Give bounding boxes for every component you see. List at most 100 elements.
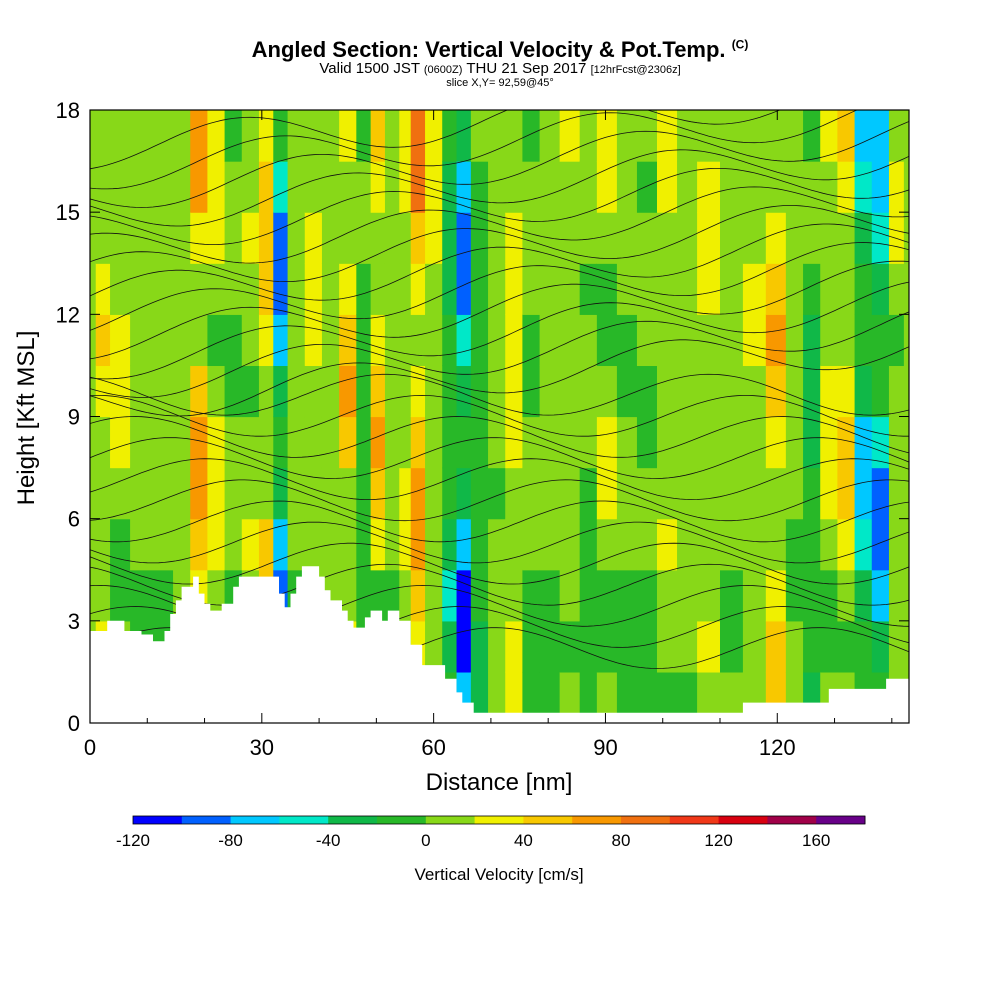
velocity-cell [110,467,131,520]
velocity-cell [539,263,561,315]
velocity-cell [697,518,721,571]
velocity-cell [258,212,274,264]
velocity-cell [384,416,400,469]
colorbar-swatch [328,816,378,824]
velocity-cell [765,365,787,418]
velocity-cell [765,263,787,315]
colorbar-swatch [279,816,329,824]
velocity-cell [616,569,638,622]
velocity-cell [820,569,839,622]
velocity-cell [370,263,386,315]
velocity-cell [616,161,638,213]
velocity-cell [425,314,443,367]
velocity-cell [442,365,458,418]
velocity-cell [616,416,638,469]
velocity-cell [410,263,426,315]
velocity-cell [370,110,386,162]
velocity-cell [579,161,598,213]
velocity-cell [425,416,443,469]
velocity-cell [657,518,678,571]
velocity-cell [579,263,598,315]
colorbar-swatch [523,816,573,824]
velocity-cell [190,110,209,162]
velocity-cell [742,110,767,162]
velocity-cell [579,314,598,367]
velocity-cell [95,518,111,571]
velocity-cell [153,416,174,469]
velocity-cell [173,518,191,571]
velocity-cell [697,416,721,469]
velocity-cell [616,620,638,673]
colorbar-tick-label: 40 [514,831,533,850]
velocity-cell [321,212,340,264]
velocity-cell [425,365,443,418]
colorbar-tick-label: 120 [704,831,732,850]
theta-contour-line [90,311,909,398]
theta-contour-line [90,521,909,564]
velocity-cell [95,212,111,264]
velocity-cell [803,110,821,162]
velocity-cell [871,620,890,673]
velocity-cell [820,110,839,162]
velocity-cell [785,365,804,418]
velocity-cell [765,467,787,520]
velocity-cell [559,671,581,723]
velocity-cell [456,569,472,622]
velocity-cell [356,467,372,520]
velocity-cell [110,263,131,315]
velocity-cell [399,365,412,418]
velocity-cell [636,161,658,213]
velocity-cell [636,314,658,367]
velocity-cell [636,467,658,520]
theta-contour-line [90,479,909,522]
velocity-cell [765,314,787,367]
velocity-cell [742,365,767,418]
chart-subtitle: Valid 1500 JST (0600Z) THU 21 Sep 2017 [… [0,60,1000,77]
velocity-cell [173,416,191,469]
velocity-cell [470,212,489,264]
velocity-cell [697,467,721,520]
velocity-cell [321,110,340,162]
velocity-cell [173,263,191,315]
velocity-cell [854,161,873,213]
velocity-cell [720,518,744,571]
velocity-cell [410,518,426,571]
velocity-cell [677,110,698,162]
velocity-cell [356,212,372,264]
velocity-cell [356,314,372,367]
velocity-cell [399,161,412,213]
velocity-cell [258,161,274,213]
velocity-cell [273,212,289,264]
velocity-cell [505,263,524,315]
velocity-cell [837,620,856,673]
y-tick-label: 12 [56,302,80,327]
velocity-cell [720,416,744,469]
velocity-cell [596,416,618,469]
velocity-cell [657,671,678,723]
velocity-cell [410,314,426,367]
velocity-cell [636,212,658,264]
velocity-cell [370,161,386,213]
velocity-cell [539,416,561,469]
velocity-cell [356,518,372,571]
velocity-cell [579,518,598,571]
velocity-cell [785,467,804,520]
velocity-cell [803,263,821,315]
velocity-cell [505,620,524,673]
velocity-cell [130,416,154,469]
velocity-cell [442,161,458,213]
velocity-cell [596,518,618,571]
velocity-cell [470,416,489,469]
velocity-cell [153,212,174,264]
velocity-cell [356,110,372,162]
velocity-cell [803,569,821,622]
velocity-cell [657,569,678,622]
velocity-cell [559,110,581,162]
colorbar-swatch [377,816,427,824]
velocity-cell [399,212,412,264]
velocity-cell [207,365,226,418]
velocity-cell [470,467,489,520]
velocity-cell [304,161,323,213]
velocity-cell [888,314,904,367]
